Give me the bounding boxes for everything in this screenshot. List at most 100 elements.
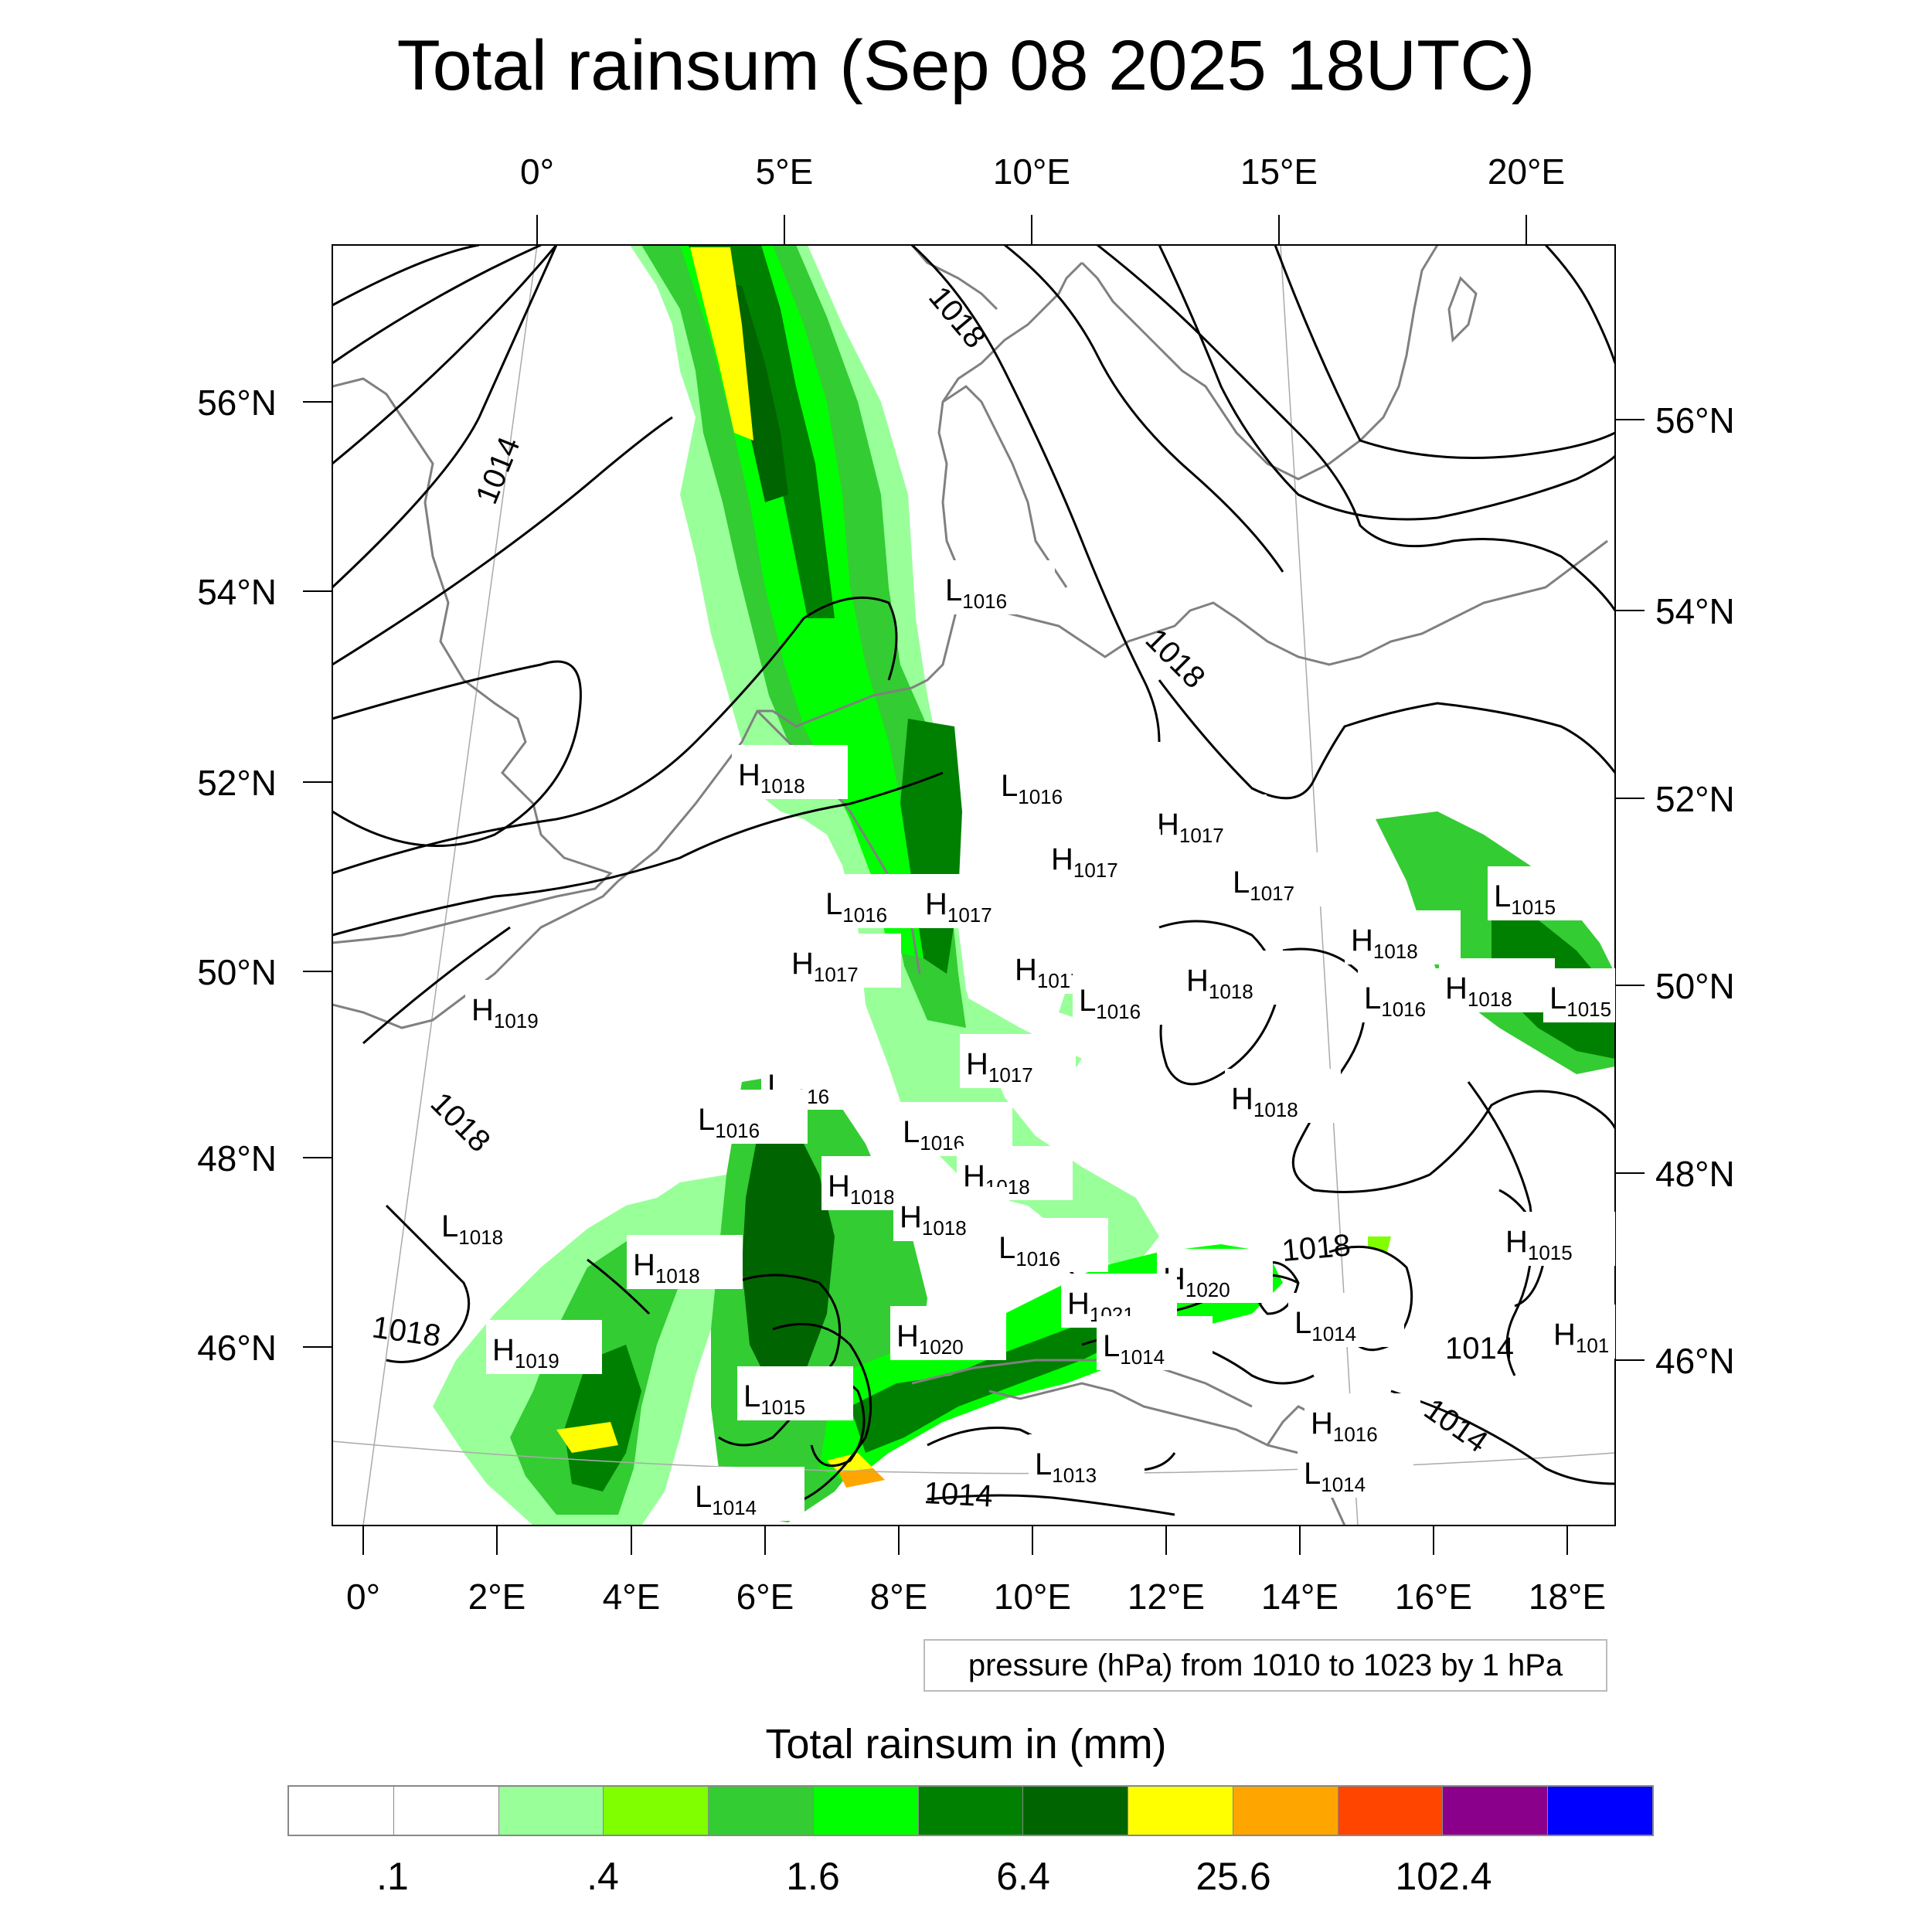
- lon-label: 4°E: [603, 1577, 661, 1617]
- pressure-center-bg: [785, 934, 901, 988]
- coastline-denmark: [942, 385, 1068, 588]
- isobar: [1004, 245, 1284, 573]
- legend-title: Total rainsum in (mm): [765, 1721, 1167, 1767]
- pressure-center: H1019: [465, 980, 581, 1034]
- pressure-center-bg: [737, 1366, 853, 1420]
- pressure-center: H1017: [785, 934, 901, 988]
- pressure-center: L1016: [995, 756, 1111, 810]
- pressure-center: H1020: [890, 1306, 1006, 1360]
- lat-label: 52°N: [1655, 779, 1735, 819]
- high-pressure-label: H101: [1553, 1318, 1609, 1357]
- pressure-center-bg: [486, 1320, 602, 1374]
- isobar-label: 1018: [922, 281, 992, 355]
- lon-label: 20°E: [1488, 151, 1565, 192]
- lat-label: 48°N: [1655, 1154, 1735, 1194]
- pressure-center-bg: [627, 1235, 743, 1289]
- pressure-center: L1013: [1029, 1434, 1145, 1488]
- pressure-center: L1016: [992, 1218, 1108, 1272]
- coastline-english-channel: [332, 879, 620, 1029]
- tick-marks: [303, 215, 1645, 1555]
- rain-yellow-sw: [556, 1422, 618, 1453]
- isobar: [1390, 1389, 1615, 1485]
- pressure-center-bg: [995, 756, 1111, 810]
- lon-label: 8°E: [870, 1577, 928, 1617]
- pressure-center: H1018: [732, 745, 848, 799]
- low-pressure-label: L1016: [1079, 984, 1141, 1023]
- lat-label: 50°N: [1655, 966, 1735, 1006]
- pressure-center-bg: [1345, 910, 1461, 964]
- rain-core-yellow: [690, 247, 753, 440]
- high-pressure-label: H1018: [1445, 971, 1512, 1011]
- pressure-center-bg: [919, 874, 1035, 928]
- lat-label: 48°N: [197, 1138, 277, 1179]
- pressure-center-bg: [435, 1196, 551, 1250]
- colorbar-box: [1233, 1787, 1338, 1835]
- pressure-center-bg: [1543, 968, 1615, 1022]
- rain-alps-dark: [850, 1314, 1128, 1453]
- pressure-center: H1017: [1151, 794, 1267, 849]
- parallel-45n: [332, 1440, 1616, 1475]
- isobar: [332, 771, 944, 937]
- lon-label: 0°: [520, 151, 554, 192]
- rain-band-southwest-dark: [564, 1345, 641, 1492]
- pressure-center-bg: [1439, 958, 1555, 1012]
- low-pressure-label: L1014: [1304, 1457, 1366, 1496]
- isobar: [332, 660, 582, 848]
- pressure-center-bg: [1225, 1069, 1341, 1123]
- low-pressure-label: L1016: [945, 573, 1007, 613]
- pressure-center: H1018: [1180, 951, 1296, 1005]
- coastline-germany-north: [911, 261, 1083, 689]
- coastline-baltic: [965, 539, 1608, 666]
- lat-label: 46°N: [197, 1328, 277, 1368]
- colorbar-box: [498, 1787, 604, 1835]
- pressure-center-bg: [689, 1467, 804, 1521]
- colorbar-label: 102.4: [1395, 1855, 1492, 1898]
- lon-label: 0°: [346, 1577, 380, 1617]
- pressure-centers: L1016 H1018 L1016 H1017 H1017 L1017 L1015 L1016…: [435, 560, 1615, 1521]
- high-pressure-label: H1019: [492, 1333, 560, 1372]
- lat-label: 54°N: [1655, 591, 1735, 631]
- pressure-center: L1018: [435, 1196, 551, 1250]
- pressure-center: L1016: [939, 560, 1055, 614]
- bottom-lon-labels: 0° 2°E 4°E 6°E 8°E 10°E 12°E 14°E 16°E 1…: [346, 1577, 1606, 1617]
- coastline-gotland: [1447, 276, 1478, 343]
- lon-label: 10°E: [994, 1577, 1071, 1617]
- pressure-center: H1017: [919, 874, 1035, 928]
- high-pressure-label: H1019: [471, 993, 539, 1032]
- pressure-center: L1016: [1073, 971, 1189, 1025]
- high-pressure-label: H1017: [966, 1047, 1033, 1087]
- low-pressure-label: L1014: [1103, 1329, 1165, 1369]
- pressure-center-bg: [939, 560, 1055, 614]
- isobar: [910, 245, 1161, 743]
- coastline-sweden-west: [910, 245, 998, 311]
- low-pressure-label: L1017: [1233, 866, 1294, 905]
- colorbar-box: [918, 1787, 1024, 1835]
- high-pressure-label: H1016: [1311, 1406, 1378, 1446]
- pressure-center-bg: [819, 874, 935, 928]
- high-pressure-label: H1018: [900, 1200, 967, 1240]
- colorbar-box: [289, 1787, 394, 1835]
- coastline-sweden: [1080, 245, 1439, 481]
- pressure-center: H1018: [1225, 1069, 1341, 1123]
- low-pressure-label: L1018: [441, 1209, 503, 1249]
- pressure-center-bg: [992, 1218, 1108, 1272]
- lon-label: 10°E: [993, 151, 1070, 192]
- low-pressure-label: L1015: [1494, 879, 1556, 919]
- high-pressure-label: H1018: [738, 758, 805, 798]
- high-pressure-label: H1017: [1051, 842, 1118, 882]
- isobar-label: 1014: [470, 432, 527, 509]
- pressure-center: L1014: [689, 1467, 804, 1521]
- pressure-center-bg: [1097, 1316, 1213, 1370]
- isobar: [332, 245, 558, 589]
- isobar: [1328, 1245, 1413, 1352]
- isobar: [332, 245, 480, 307]
- isobar-label: 1018: [1281, 1228, 1352, 1268]
- pressure-center-bg: [692, 1090, 808, 1144]
- lat-label: 56°N: [1655, 400, 1735, 440]
- pressure-center: H1017: [960, 1034, 1076, 1088]
- low-pressure-label: L1015: [1549, 981, 1611, 1021]
- pressure-center-bg: [1029, 1434, 1145, 1488]
- low-pressure-label: L1016: [1364, 981, 1426, 1021]
- colorbar-box: [393, 1787, 499, 1835]
